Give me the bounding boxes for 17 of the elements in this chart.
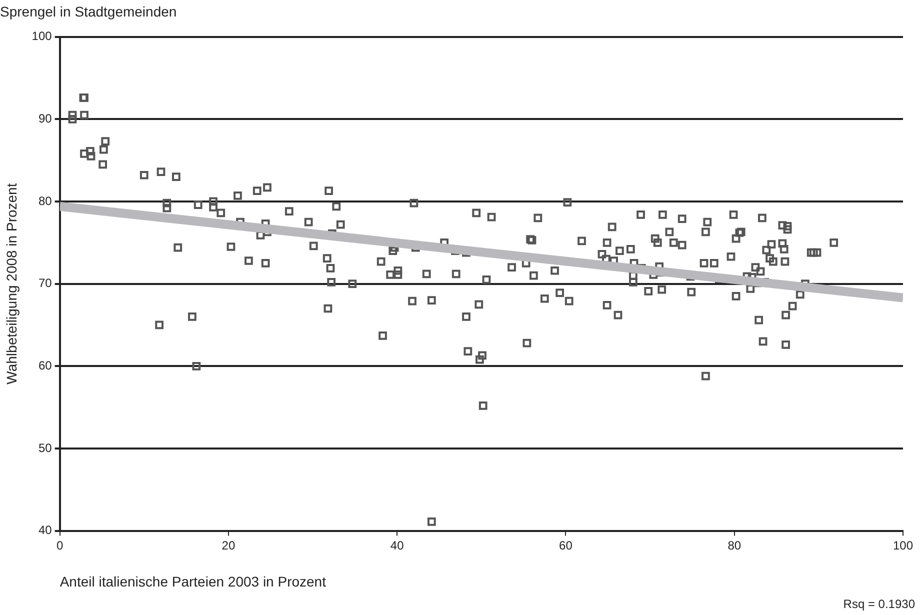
chart-title: Sprengel in Stadtgemeinden [0, 3, 177, 20]
y-tick-label: 70 [38, 276, 52, 290]
y-axis-title: Wahlbeteiligung 2008 in Prozent [3, 183, 20, 384]
x-tick-label: 0 [56, 538, 64, 552]
y-tick-label: 90 [38, 111, 52, 126]
x-tick-label: 60 [559, 538, 573, 552]
x-axis-title: Anteil italienische Parteien 2003 in Prozent [60, 573, 326, 590]
x-tick-label: 40 [390, 538, 404, 552]
y-tick-label: 100 [32, 29, 52, 44]
x-tick-label: 20 [222, 538, 236, 552]
x-tick-label: 80 [728, 538, 742, 552]
y-tick-label: 40 [38, 523, 52, 538]
text: Rsq = 0.1930 [843, 597, 916, 611]
y-tick-label: 80 [38, 194, 52, 208]
x-tick-label: 100 [892, 538, 914, 552]
y-tick-label: 50 [38, 440, 52, 455]
y-tick-label: 60 [38, 358, 52, 372]
